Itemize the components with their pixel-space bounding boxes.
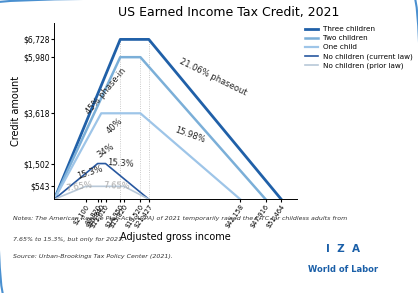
Y-axis label: Credit amount: Credit amount — [11, 76, 21, 146]
X-axis label: Adjusted gross income: Adjusted gross income — [120, 232, 231, 242]
Text: 15.98%: 15.98% — [173, 125, 206, 145]
Text: Source: Urban-Brookings Tax Policy Center (2021).: Source: Urban-Brookings Tax Policy Cente… — [13, 254, 172, 259]
Text: 21.06% phaseout: 21.06% phaseout — [178, 57, 248, 97]
Text: I  Z  A: I Z A — [326, 244, 360, 254]
Text: 7.65% to 15.3%, but only for 2021.: 7.65% to 15.3%, but only for 2021. — [13, 237, 124, 242]
Text: 40%: 40% — [105, 116, 125, 135]
Text: 15.3%: 15.3% — [107, 158, 134, 168]
Text: 45% phase-in: 45% phase-in — [84, 66, 128, 116]
Text: 7.65%: 7.65% — [65, 180, 93, 193]
Text: World of Labor: World of Labor — [308, 265, 378, 275]
Text: Notes: The American Rescue Plan Act (ARPA) of 2021 temporarily raised the EITC f: Notes: The American Rescue Plan Act (ARP… — [13, 216, 347, 221]
Title: US Earned Income Tax Credit, 2021: US Earned Income Tax Credit, 2021 — [118, 6, 339, 20]
Legend: Three children, Two children, One child, No children (current law), No children : Three children, Two children, One child,… — [302, 23, 416, 72]
Text: 34%: 34% — [95, 142, 115, 160]
Text: 15.3%: 15.3% — [76, 164, 104, 181]
Text: 7.65%: 7.65% — [103, 181, 130, 191]
